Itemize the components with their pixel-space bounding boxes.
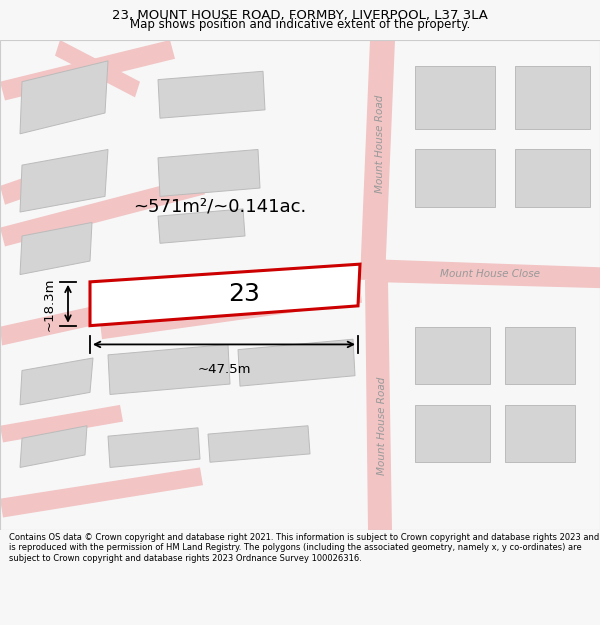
Polygon shape: [90, 264, 360, 326]
Text: ~47.5m: ~47.5m: [197, 363, 251, 376]
Bar: [505, 405, 575, 462]
Polygon shape: [158, 149, 260, 196]
Polygon shape: [0, 468, 203, 518]
Polygon shape: [0, 405, 123, 442]
Polygon shape: [0, 165, 65, 205]
Bar: [415, 405, 490, 462]
Polygon shape: [20, 358, 93, 405]
Text: ~18.3m: ~18.3m: [43, 277, 56, 331]
Polygon shape: [360, 40, 395, 280]
Bar: [515, 149, 590, 207]
Bar: [415, 327, 490, 384]
Polygon shape: [20, 149, 108, 212]
Text: 23, MOUNT HOUSE ROAD, FORMBY, LIVERPOOL, L37 3LA: 23, MOUNT HOUSE ROAD, FORMBY, LIVERPOOL,…: [112, 9, 488, 22]
Polygon shape: [208, 426, 310, 462]
Polygon shape: [108, 428, 200, 468]
Bar: [415, 149, 495, 207]
Text: ~571m²/~0.141ac.: ~571m²/~0.141ac.: [133, 198, 307, 216]
Text: Mount House Close: Mount House Close: [440, 269, 540, 279]
Polygon shape: [20, 61, 108, 134]
Polygon shape: [158, 209, 245, 243]
Polygon shape: [365, 259, 600, 288]
Polygon shape: [365, 280, 392, 530]
Polygon shape: [158, 71, 265, 118]
Polygon shape: [0, 269, 262, 346]
Bar: [505, 327, 575, 384]
Polygon shape: [55, 40, 140, 98]
Bar: [515, 66, 590, 129]
Polygon shape: [20, 222, 92, 274]
Text: Contains OS data © Crown copyright and database right 2021. This information is : Contains OS data © Crown copyright and d…: [9, 533, 599, 562]
Polygon shape: [100, 285, 362, 339]
Polygon shape: [20, 426, 87, 468]
Bar: [415, 66, 495, 129]
Text: Map shows position and indicative extent of the property.: Map shows position and indicative extent…: [130, 18, 470, 31]
Polygon shape: [108, 344, 230, 394]
Text: 23: 23: [229, 282, 260, 306]
Polygon shape: [238, 339, 355, 386]
Polygon shape: [0, 40, 175, 101]
Polygon shape: [0, 176, 205, 246]
Text: Mount House Road: Mount House Road: [377, 376, 387, 475]
Text: Mount House Road: Mount House Road: [375, 95, 385, 194]
